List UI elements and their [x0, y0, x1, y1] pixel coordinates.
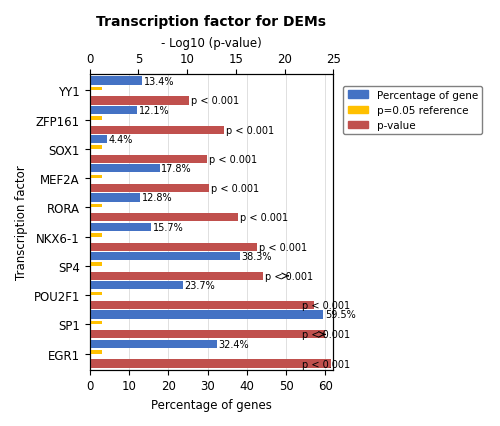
Bar	[90, 272, 263, 280]
Text: 32.4%: 32.4%	[218, 339, 249, 349]
Bar	[90, 165, 160, 173]
Text: p < 0.001: p < 0.001	[265, 271, 313, 281]
Text: p < 0.001: p < 0.001	[210, 184, 258, 194]
Bar	[90, 360, 332, 368]
Bar	[90, 321, 102, 325]
Text: p < 0.001: p < 0.001	[208, 155, 256, 164]
Title: Transcription factor for DEMs: Transcription factor for DEMs	[96, 15, 326, 29]
Text: 12.1%: 12.1%	[139, 106, 170, 115]
Bar	[90, 117, 102, 121]
Legend: Percentage of gene, p=0.05 reference, p-value: Percentage of gene, p=0.05 reference, p-…	[344, 86, 482, 135]
Bar	[90, 263, 102, 266]
Text: p < 0.001: p < 0.001	[302, 359, 350, 369]
Text: 12.8%: 12.8%	[142, 193, 172, 203]
Bar	[90, 214, 238, 222]
Bar	[90, 311, 324, 319]
Text: 13.4%: 13.4%	[144, 76, 174, 86]
X-axis label: - Log10 (p-value): - Log10 (p-value)	[161, 37, 262, 50]
Bar	[90, 331, 326, 339]
Bar	[90, 146, 102, 150]
Text: 59.5%: 59.5%	[325, 310, 356, 320]
Bar	[90, 252, 240, 260]
Bar	[90, 350, 102, 354]
Text: 17.8%: 17.8%	[161, 164, 192, 174]
Bar	[90, 194, 140, 202]
Text: p < 0.001: p < 0.001	[240, 213, 288, 223]
Bar	[90, 126, 224, 135]
Bar	[90, 282, 183, 290]
Bar	[90, 204, 102, 208]
Bar	[90, 77, 142, 86]
Bar	[90, 97, 189, 105]
Bar	[90, 243, 258, 251]
Text: p < 0.001: p < 0.001	[302, 330, 350, 340]
Y-axis label: Transcription factor: Transcription factor	[15, 165, 28, 280]
Bar	[90, 175, 102, 179]
Text: 23.7%: 23.7%	[184, 281, 215, 291]
Text: p < 0.001: p < 0.001	[226, 125, 274, 135]
Bar	[90, 340, 217, 348]
Bar	[90, 155, 206, 164]
Text: p < 0.001: p < 0.001	[259, 242, 308, 252]
Text: 4.4%: 4.4%	[108, 135, 133, 145]
Bar	[90, 106, 137, 115]
Text: 38.3%: 38.3%	[242, 251, 272, 262]
Text: 15.7%: 15.7%	[153, 222, 184, 232]
Bar	[90, 292, 102, 296]
Bar	[90, 184, 208, 193]
Bar	[90, 135, 107, 144]
X-axis label: Percentage of genes: Percentage of genes	[151, 398, 272, 411]
Bar	[90, 301, 314, 309]
Bar	[90, 233, 102, 237]
Text: p < 0.001: p < 0.001	[191, 96, 239, 106]
Bar	[90, 88, 102, 91]
Text: p < 0.001: p < 0.001	[302, 300, 350, 311]
Bar	[90, 223, 152, 231]
